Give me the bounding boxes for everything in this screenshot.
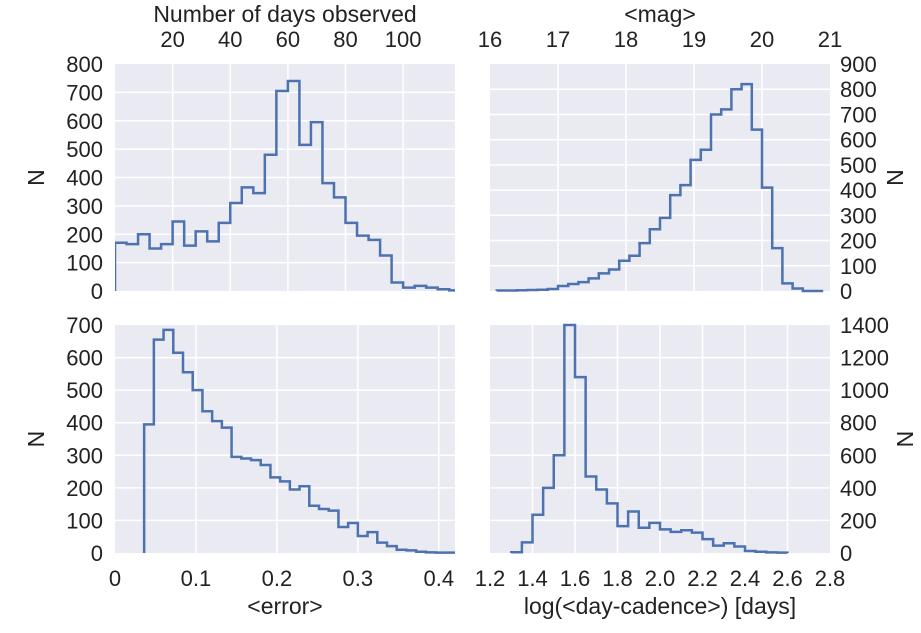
y-tick-label: 400 [66,166,103,191]
x-tick-label: 2.8 [815,566,846,591]
x-tick-label: 1.6 [560,566,591,591]
x-tick-label: 2.0 [645,566,676,591]
y-tick-label: 300 [840,203,877,228]
x-tick-label: 2.6 [772,566,803,591]
y-tick-label: 600 [840,443,877,468]
y-tick-label: 500 [66,137,103,162]
histogram-step-line [495,82,824,293]
y-tick-label: 800 [66,52,103,77]
x-tick-label: 0.4 [424,566,455,591]
y-tick-label: 400 [840,476,877,501]
y-tick-label: 100 [66,251,103,276]
panel-mag: 16 17 18 19 20 21 0100200300400500600700800900… [478,1,908,304]
y-tick-label: 600 [66,109,103,134]
y-tick-label: 800 [840,77,877,102]
x-tick-label: 100 [385,27,422,52]
y-axis-label: N [23,431,49,448]
x-tick-label: 18 [614,27,638,52]
x-tick-label: 20 [750,27,774,52]
x-axis-label: <mag> [624,1,696,27]
y-tick-label: 400 [66,411,103,436]
x-tick-label: 1.8 [602,566,633,591]
x-tick-label: 17 [546,27,570,52]
plot-background [115,325,455,553]
x-tick-label: 20 [160,27,184,52]
y-tick-label: 0 [91,279,103,304]
y-axis-label: N [23,169,49,186]
histogram-step-line [510,323,789,554]
x-tick-label: 0 [109,566,121,591]
y-tick-label: 400 [840,178,877,203]
x-tick-label: 2.2 [687,566,718,591]
x-tick-label: 21 [818,27,842,52]
x-axis-label: <error> [247,593,322,619]
panel-days-observed: 20 40 60 80 100 0 100 200 300 400 500 600 700 800 Numb… [23,1,455,304]
x-tick-label: 1.4 [517,566,548,591]
x-tick-label: 2.4 [730,566,761,591]
x-tick-label: 0.1 [181,566,212,591]
x-tick-label: 60 [276,27,300,52]
y-tick-label: 0 [840,279,852,304]
y-tick-label: 1000 [840,378,889,403]
panel-error: 0 0.1 0.2 0.3 0.4 0 100 200 300 400 500 600 700 <erro… [23,313,455,619]
x-tick-label: 16 [478,27,502,52]
y-tick-label: 100 [840,254,877,279]
y-tick-label: 800 [840,411,877,436]
y-tick-label: 1400 [840,313,889,338]
y-tick-label: 300 [66,443,103,468]
x-tick-label: 0.3 [343,566,374,591]
y-tick-label: 0 [840,541,852,566]
y-axis-label: N [882,169,908,186]
histogram-step-line [142,328,455,554]
y-axis-label: N [892,431,918,448]
y-tick-label: 500 [66,378,103,403]
x-tick-label: 40 [218,27,242,52]
y-tick-label: 700 [66,80,103,105]
y-tick-label: 700 [840,102,877,127]
y-tick-label: 200 [66,222,103,247]
histogram-step-line [115,79,455,292]
x-axis-label: Number of days observed [153,1,416,27]
x-tick-label: 1.2 [475,566,506,591]
y-tick-label: 700 [66,313,103,338]
plot-background [490,64,830,291]
y-tick-label: 600 [66,346,103,371]
x-tick-label: 19 [682,27,706,52]
y-tick-label: 200 [840,508,877,533]
y-tick-label: 0 [91,541,103,566]
y-tick-label: 600 [840,128,877,153]
y-tick-label: 100 [66,508,103,533]
y-tick-label: 200 [66,476,103,501]
y-tick-label: 900 [840,52,877,77]
x-tick-label: 80 [333,27,357,52]
y-tick-label: 1200 [840,346,889,371]
x-axis-label: log(<day-cadence>) [days] [524,593,796,619]
y-tick-label: 300 [66,194,103,219]
y-tick-label: 200 [840,229,877,254]
y-tick-label: 500 [840,153,877,178]
x-tick-label: 0.2 [262,566,293,591]
panel-day-cadence: 1.2 1.4 1.6 1.8 2.0 2.2 2.4 2.6 2.80 200 400 600 800… [475,313,918,619]
